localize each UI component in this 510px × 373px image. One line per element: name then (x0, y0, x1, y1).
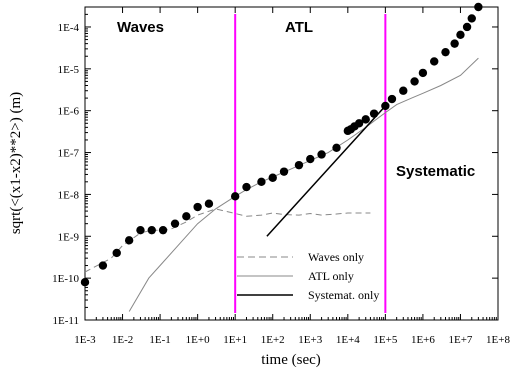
y-tick-label: 1E-4 (58, 22, 80, 34)
data-point (124, 236, 134, 245)
y-axis-ticks: 1E-11 1E-10 1E-9 1E-8 1E-7 1E-6 1E-5 1E-4 (52, 13, 498, 327)
x-tick-label: 1E+0 (186, 334, 210, 346)
x-axis-ticks: 1E-3 1E-2 1E-1 1E+0 1E+1 1E+2 1E+3 1E+4 1E+5 1E+6… (74, 7, 510, 346)
series-line-atl-only (128, 57, 479, 312)
x-tick-label: 1E+2 (261, 334, 285, 346)
data-point (268, 173, 277, 182)
series-line-systemat-only (266, 105, 386, 237)
x-tick-label: 1E-1 (149, 334, 170, 346)
x-tick-label: 1E+8 (486, 334, 510, 346)
data-point (418, 68, 428, 78)
x-tick-label: 1E+4 (336, 334, 360, 346)
data-point (467, 14, 476, 23)
data-point (387, 94, 397, 104)
region-label-systematic: Systematic (396, 163, 475, 180)
data-point (257, 177, 266, 187)
data-point (242, 182, 251, 192)
data-point (147, 225, 156, 235)
data-point (450, 39, 459, 48)
x-tick-label: 1E+3 (298, 334, 322, 346)
data-point (204, 199, 214, 208)
data-point (369, 109, 379, 118)
data-point (381, 101, 390, 111)
data-point (306, 154, 315, 164)
x-axis-title: time (sec) (261, 352, 321, 368)
data-point (112, 248, 121, 258)
data-point (80, 277, 90, 287)
series-markers (80, 2, 483, 287)
data-point (170, 219, 180, 228)
data-point (193, 202, 202, 212)
y-tick-label: 1E-7 (58, 148, 80, 160)
y-tick-label: 1E-8 (58, 189, 80, 201)
data-point (354, 119, 364, 128)
y-tick-label: 1E-11 (53, 315, 79, 327)
data-point (317, 150, 326, 159)
x-tick-label: 1E+1 (223, 334, 247, 346)
x-tick-label: 1E+5 (373, 334, 397, 346)
x-tick-label: 1E+7 (448, 334, 472, 346)
y-tick-label: 1E-10 (52, 273, 79, 285)
region-label-atl: ATL (285, 19, 313, 36)
data-point (332, 143, 341, 152)
region-label-waves: Waves (117, 19, 164, 36)
data-point (399, 86, 408, 95)
x-tick-label: 1E+6 (411, 334, 435, 346)
legend-label-systematic: Systemat. only (308, 288, 379, 302)
data-point (410, 77, 419, 86)
data-point (294, 160, 304, 170)
data-point (182, 212, 191, 221)
y-axis-title: sqrt(<(x1-x2)**2>) (m) (8, 92, 24, 234)
data-point (441, 47, 450, 57)
data-point (462, 22, 472, 32)
legend-label-atl: ATL only (308, 269, 354, 283)
data-point (279, 167, 289, 176)
y-tick-label: 1E-9 (58, 231, 80, 243)
x-tick-label: 1E-2 (112, 334, 133, 346)
x-tick-label: 1E-3 (74, 334, 96, 346)
data-point (430, 57, 439, 66)
legend-label-waves: Waves only (308, 250, 364, 264)
data-point (158, 225, 168, 235)
legend: Waves only ATL only Systemat. only (237, 250, 379, 302)
region-dividers (234, 14, 387, 313)
data-point (456, 30, 465, 40)
series-line-waves-only (84, 208, 371, 273)
y-tick-label: 1E-6 (58, 106, 80, 118)
y-tick-label: 1E-5 (58, 64, 80, 76)
data-point (230, 192, 240, 201)
data-point (474, 2, 483, 12)
data-point (361, 115, 370, 124)
series-lines (84, 57, 479, 312)
data-point (98, 261, 108, 270)
data-point (136, 225, 145, 235)
plot-frame (84, 6, 499, 321)
